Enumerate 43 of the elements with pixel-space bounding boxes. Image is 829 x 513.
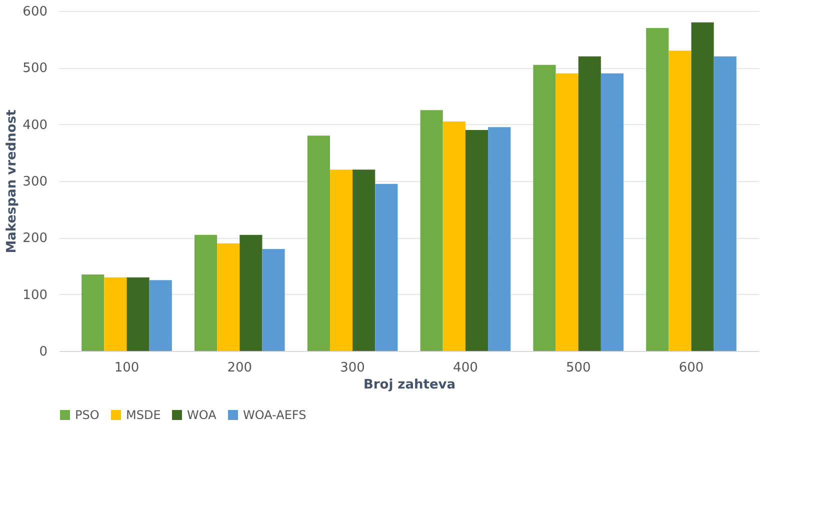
y-tick-label: 300 — [22, 174, 48, 190]
bar — [240, 234, 262, 351]
bar — [488, 127, 511, 351]
x-tick-label: 600 — [678, 360, 704, 376]
x-tick-label: 400 — [453, 360, 478, 376]
bar — [533, 64, 556, 351]
bar — [262, 249, 285, 351]
y-tick-label: 100 — [22, 288, 48, 303]
bar — [668, 50, 692, 351]
bar — [578, 56, 601, 351]
bar — [556, 73, 578, 351]
legend-label: PSO — [75, 408, 100, 422]
bar — [104, 277, 127, 351]
bar — [714, 56, 736, 351]
bar — [646, 28, 669, 351]
bar — [82, 274, 104, 351]
bar — [330, 170, 353, 351]
y-tick-label: 500 — [22, 61, 48, 76]
y-tick-label: 600 — [22, 4, 48, 20]
legend-label: WOA-AEFS — [243, 408, 306, 422]
bar — [375, 184, 398, 351]
bar — [307, 136, 330, 351]
bar — [126, 277, 150, 351]
bar — [352, 170, 376, 351]
bar — [420, 110, 443, 351]
legend-label: WOA — [187, 408, 218, 422]
bar — [194, 234, 218, 351]
x-axis-title: Broj zahteva — [363, 378, 456, 392]
y-tick-label: 200 — [22, 231, 48, 246]
y-axis-title: Makespan vrednost — [4, 110, 20, 254]
bar — [217, 243, 240, 351]
legend-label: MSDE — [126, 408, 161, 422]
bar — [600, 73, 624, 351]
x-tick-label: 200 — [227, 360, 252, 376]
x-tick-label: 100 — [114, 360, 140, 376]
y-tick-label: 400 — [22, 118, 48, 133]
bar — [442, 122, 466, 351]
x-tick-label: 500 — [566, 360, 591, 376]
y-tick-label: 0 — [39, 344, 48, 360]
bar — [465, 130, 488, 351]
bar — [149, 280, 172, 351]
bar — [691, 22, 714, 351]
x-tick-label: 300 — [340, 360, 365, 376]
